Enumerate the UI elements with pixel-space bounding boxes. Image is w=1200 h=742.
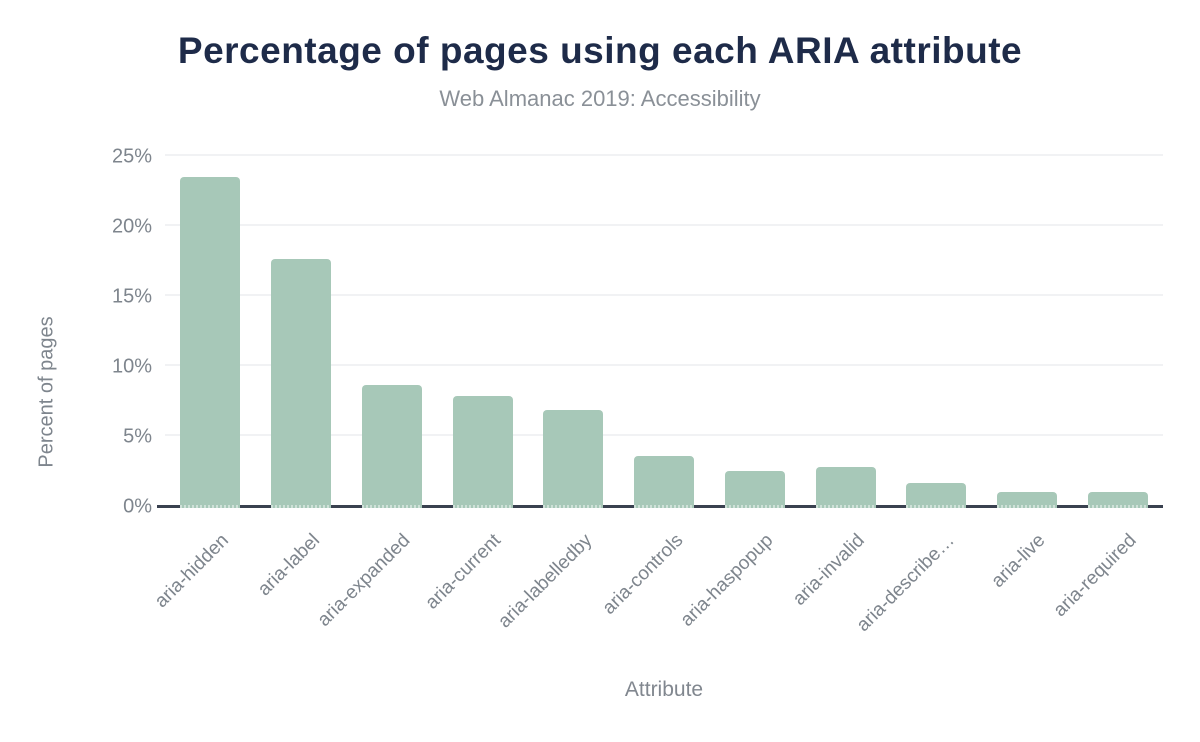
y-tick-label: 25% xyxy=(111,145,152,167)
x-label-slot: aria-label xyxy=(253,508,347,668)
x-label-slot: aria-expanded xyxy=(314,508,437,668)
y-tick-label: 15% xyxy=(111,285,152,307)
bar-aria-current xyxy=(452,395,513,509)
y-tick-label: 20% xyxy=(111,215,152,237)
plot-area xyxy=(157,154,1163,509)
bar-aria-label xyxy=(271,258,332,509)
gridline xyxy=(165,294,1163,296)
y-tick-label: 10% xyxy=(111,355,152,377)
x-label-slot: aria-invalid xyxy=(789,508,891,668)
x-label-slot: aria-current xyxy=(422,508,528,668)
x-axis-tick-labels: aria-hidden aria-label aria-expanded aria-c… xyxy=(151,508,1163,668)
bar-aria-required xyxy=(1087,492,1148,508)
x-label-slot: aria-hidden xyxy=(151,508,256,668)
x-label-slot: aria-labelledby xyxy=(494,508,619,668)
bar-series xyxy=(165,155,1163,509)
x-label-slot: aria-live xyxy=(982,508,1073,668)
bar-slot xyxy=(437,155,528,509)
x-label-slot: aria-describe… xyxy=(853,508,982,668)
gridline xyxy=(165,224,1163,226)
chart-subtitle: Web Almanac 2019: Accessibility xyxy=(439,86,761,111)
x-label-slot: aria-haspopup xyxy=(677,508,800,668)
bar-aria-invalid xyxy=(815,467,876,508)
x-tick-label: aria-invalid xyxy=(788,530,869,610)
bar-aria-labelledby xyxy=(543,409,604,509)
bar-aria-live xyxy=(996,492,1057,508)
bar-slot xyxy=(891,155,982,509)
gridline xyxy=(165,434,1163,436)
y-tick-label: 5% xyxy=(123,425,152,447)
bar-slot xyxy=(256,155,347,509)
bar-aria-controls xyxy=(634,456,695,508)
x-tick-label: aria-hidden xyxy=(151,530,234,613)
bar-aria-haspopup xyxy=(724,471,785,508)
chart-title: Percentage of pages using each ARIA attr… xyxy=(177,30,1023,71)
bar-slot xyxy=(709,155,800,508)
bar-aria-describe… xyxy=(906,482,967,509)
bar-aria-hidden xyxy=(180,177,241,508)
gridline xyxy=(165,364,1163,366)
bar-slot xyxy=(982,155,1073,508)
bar-slot xyxy=(1072,155,1163,508)
x-axis-title: Attribute xyxy=(624,678,704,701)
bar-slot xyxy=(165,155,256,508)
x-label-slot: aria-required xyxy=(1050,508,1163,668)
bar-slot xyxy=(619,155,710,508)
x-tick-label: aria-label xyxy=(253,530,324,601)
bar-slot xyxy=(800,155,891,508)
x-tick-label: aria-live xyxy=(987,530,1050,592)
bar-aria-expanded xyxy=(361,384,422,509)
gridline xyxy=(165,154,1163,156)
bar-slot xyxy=(528,155,619,509)
x-label-slot: aria-controls xyxy=(598,508,710,668)
y-tick-label: 0% xyxy=(123,495,152,517)
bar-slot xyxy=(346,155,437,509)
